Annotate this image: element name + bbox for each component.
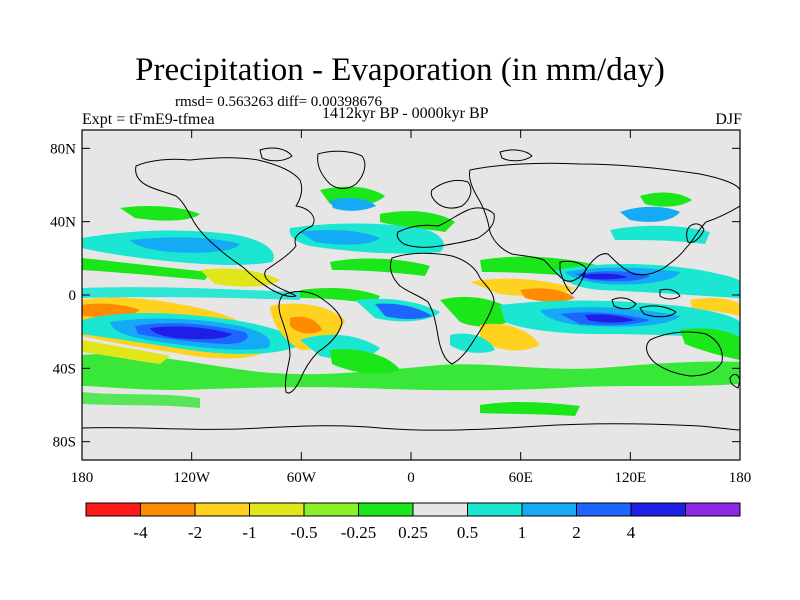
colorbar-label: -0.5: [291, 523, 318, 542]
colorbar-label: 1: [518, 523, 527, 542]
colorbar-swatch: [249, 502, 305, 517]
coastlines: [82, 147, 740, 431]
lon-tick-label: 180: [71, 470, 94, 486]
colorbar-swatch: [358, 502, 414, 517]
colorbar-label: -0.25: [341, 523, 376, 542]
colorbar-label: -2: [188, 523, 202, 542]
lat-tick-label: 0: [69, 288, 77, 304]
colorbar-swatch: [412, 502, 468, 517]
colorbar-swatch: [194, 502, 250, 517]
colorbar-swatch: [576, 502, 632, 517]
colorbar-swatch: [303, 502, 359, 517]
map-axes: 80N 40N 0 40S 80S 180 120W 60W 0 60E 120E 180: [50, 129, 752, 486]
season-label: DJF: [715, 111, 742, 128]
lat-tick-label: 80N: [50, 141, 76, 157]
colorbar-label: 0.25: [398, 523, 428, 542]
lon-tick-label: 120W: [173, 470, 211, 486]
lon-tick-label: 60W: [287, 470, 317, 486]
colorbar-swatch: [521, 502, 577, 517]
experiment-label: Expt = tFmE9-tfmea: [82, 111, 215, 128]
colorbar-label: 2: [572, 523, 581, 542]
colorbar-swatch: [467, 502, 523, 517]
lat-tick-label: 40S: [53, 361, 76, 377]
colorbar-swatch: [140, 502, 196, 517]
colorbar-label: 4: [627, 523, 636, 542]
colorbar-label: -4: [133, 523, 148, 542]
colorbar-label: -1: [242, 523, 256, 542]
stats-line: rmsd= 0.563263 diff= 0.00398676: [175, 94, 383, 110]
colorbar-label: 0.5: [457, 523, 478, 542]
colorbar-swatch: [630, 502, 686, 517]
colorbar: -4 -2 -1 -0.5 -0.25 0.25 0.5 1 2 4: [85, 502, 741, 542]
lon-tick-label: 60E: [509, 470, 533, 486]
lat-tick-label: 80S: [53, 435, 76, 451]
field-patches: [82, 186, 740, 416]
colorbar-swatch: [685, 502, 741, 517]
lon-tick-label: 180: [729, 470, 752, 486]
lon-tick-label: 120E: [614, 470, 646, 486]
lat-tick-label: 40N: [50, 215, 76, 231]
lon-tick-label: 0: [407, 470, 415, 486]
colorbar-swatch: [85, 502, 141, 517]
period-label: 1412kyr BP - 0000kyr BP: [322, 105, 489, 122]
map-title: Precipitation - Evaporation (in mm/day): [135, 52, 665, 88]
